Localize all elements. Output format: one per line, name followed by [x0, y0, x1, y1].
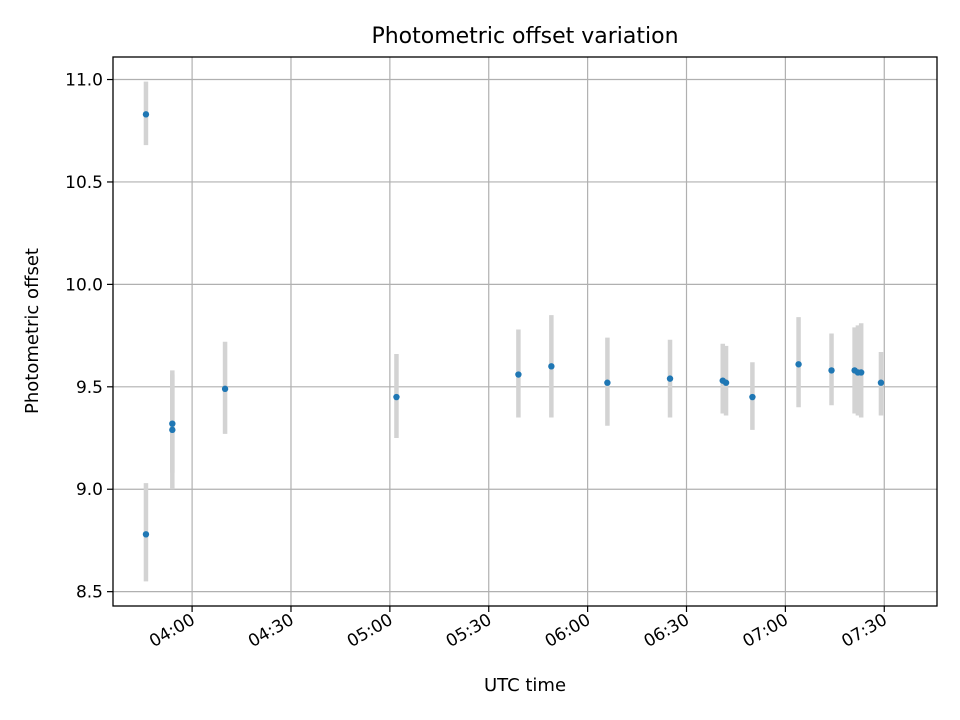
- data-points: [142, 111, 885, 538]
- data-point: [828, 367, 835, 374]
- data-point: [169, 426, 176, 434]
- y-tick-label: 10.5: [65, 173, 103, 193]
- data-point: [142, 531, 150, 538]
- grid: [113, 57, 937, 606]
- data-point: [142, 111, 150, 118]
- y-tick-label: 8.5: [76, 583, 103, 603]
- y-tick-label: 9.5: [76, 378, 103, 398]
- data-point: [722, 379, 730, 386]
- data-point: [515, 371, 522, 378]
- data-point: [857, 369, 865, 376]
- data-point: [393, 393, 400, 401]
- x-axis-label: UTC time: [484, 675, 566, 696]
- y-tick-label: 10.0: [65, 275, 103, 295]
- data-point: [749, 393, 756, 401]
- data-point: [169, 420, 176, 427]
- data-point: [877, 379, 885, 386]
- plot-frame: [112, 56, 938, 607]
- y-tick-label: 11.0: [65, 71, 103, 91]
- data-point: [666, 375, 674, 382]
- data-point: [221, 385, 229, 393]
- chart-title: Photometric offset variation: [371, 24, 678, 49]
- data-point: [548, 363, 555, 370]
- data-point: [604, 379, 611, 386]
- y-axis-label: Photometric offset: [22, 248, 43, 414]
- y-tick-label: 9.0: [76, 480, 103, 500]
- data-point: [795, 361, 802, 368]
